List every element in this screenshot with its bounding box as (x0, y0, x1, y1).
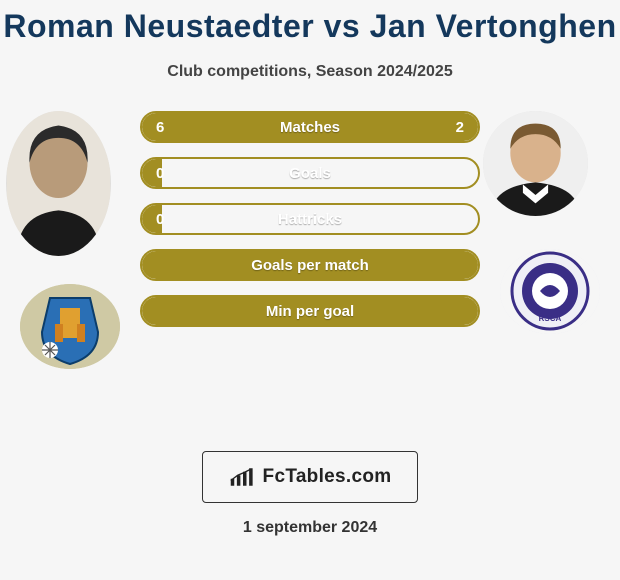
stat-bar-row: Hattricks0 (140, 203, 480, 235)
bar-label: Goals per match (142, 251, 478, 279)
stat-bar-row: Goals per match (140, 249, 480, 281)
bar-label: Matches (142, 113, 478, 141)
comparison-content: RSCA Matches62Goals0Hattricks0Goals per … (0, 111, 620, 411)
bar-label: Min per goal (142, 297, 478, 325)
brand-box: FcTables.com (202, 451, 418, 503)
stat-bar-row: Min per goal (140, 295, 480, 327)
chart-icon (229, 465, 257, 489)
bar-value-right: 2 (442, 113, 478, 141)
player-left-avatar (6, 111, 111, 256)
bar-label: Hattricks (142, 205, 478, 233)
player-right-avatar (483, 111, 588, 216)
bar-value-left: 0 (142, 205, 178, 233)
brand-text: FcTables.com (263, 466, 392, 488)
stat-bar-row: Goals0 (140, 157, 480, 189)
bar-label: Goals (142, 159, 478, 187)
svg-text:RSCA: RSCA (539, 314, 562, 323)
club-right-badge: RSCA (500, 249, 600, 334)
stat-bars: Matches62Goals0Hattricks0Goals per match… (140, 111, 480, 341)
subtitle: Club competitions, Season 2024/2025 (0, 63, 620, 81)
page-title: Roman Neustaedter vs Jan Vertonghen (0, 0, 620, 45)
date-text: 1 september 2024 (0, 519, 620, 537)
stat-bar-row: Matches6 2 (140, 111, 480, 143)
club-left-badge (20, 284, 120, 369)
bar-value-left: 6 (142, 113, 178, 141)
bar-value-left: 0 (142, 159, 178, 187)
